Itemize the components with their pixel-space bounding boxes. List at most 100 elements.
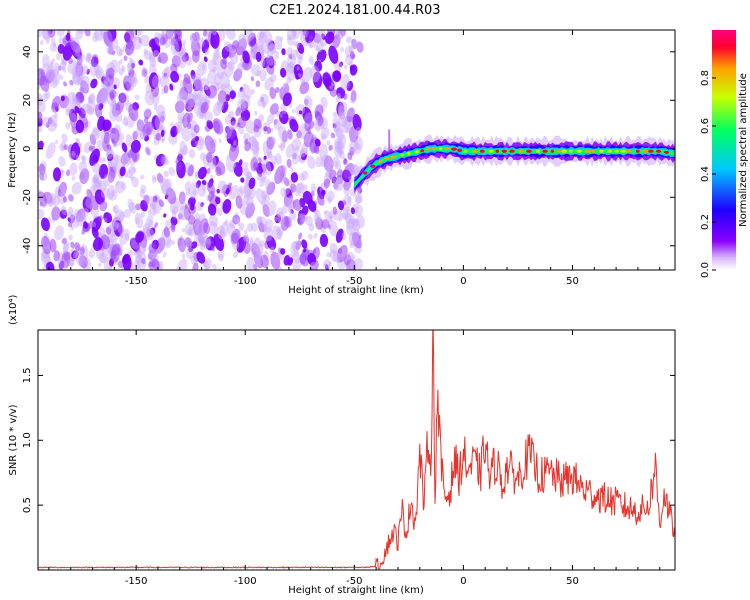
noise-speckle — [160, 134, 166, 142]
noise-speckle — [164, 66, 172, 79]
noise-speckle — [266, 200, 277, 217]
noise-speckle — [175, 124, 182, 134]
noise-speckle — [38, 30, 43, 38]
noise-speckle — [316, 193, 325, 206]
noise-speckle — [184, 237, 192, 248]
noise-speckle — [193, 76, 203, 89]
noise-speckle — [337, 112, 348, 127]
noise-speckle — [280, 103, 287, 115]
spectrogram-ticks: -150 -100 -50 0 50 -40 -20 0 20 40 — [22, 30, 675, 287]
noise-speckle — [148, 219, 154, 228]
noise-speckle — [83, 221, 89, 229]
noise-speckle — [122, 118, 129, 126]
noise-speckle — [320, 96, 328, 108]
noise-speckle — [266, 136, 275, 150]
noise-speckle — [94, 104, 103, 119]
noise-speckle — [48, 61, 54, 70]
ridge-hotspot — [626, 149, 632, 153]
noise-speckle — [192, 262, 199, 270]
noise-speckle — [65, 122, 71, 130]
noise-speckle — [209, 214, 219, 227]
noise-speckle — [274, 104, 279, 109]
noise-speckle — [197, 81, 203, 92]
noise-speckle — [186, 247, 195, 260]
noise-speckle — [184, 180, 191, 191]
noise-speckle — [243, 184, 251, 199]
noise-speckle — [114, 109, 120, 118]
noise-speckle — [314, 104, 324, 119]
noise-speckle — [98, 163, 109, 179]
noise-speckle — [177, 148, 184, 157]
noise-speckle — [216, 99, 222, 106]
noise-speckle — [207, 69, 217, 85]
noise-speckle — [118, 67, 125, 76]
noise-speckle — [130, 139, 141, 153]
noise-speckle — [53, 41, 57, 48]
noise-speckle — [286, 34, 292, 41]
noise-speckle — [59, 74, 64, 81]
noise-speckle — [119, 233, 124, 238]
noise-speckle — [336, 169, 343, 178]
ridge-hotspot — [472, 149, 478, 153]
noise-speckle — [266, 181, 276, 195]
noise-speckle — [207, 100, 211, 104]
noise-speckle — [245, 202, 255, 219]
noise-speckle — [245, 196, 254, 208]
noise-speckle — [312, 71, 323, 89]
noise-speckle — [176, 161, 182, 171]
noise-speckle — [206, 167, 211, 175]
ridge-hotspot — [420, 149, 425, 153]
noise-speckle — [281, 130, 288, 143]
noise-speckle — [243, 229, 248, 235]
noise-speckle — [197, 166, 208, 180]
noise-speckle — [268, 44, 277, 54]
noise-speckle — [272, 225, 282, 240]
noise-speckle — [123, 208, 131, 218]
noise-speckle — [188, 182, 199, 199]
noise-speckle — [279, 67, 287, 78]
noise-speckle — [39, 75, 50, 92]
noise-speckle — [241, 83, 252, 100]
noise-speckle — [351, 218, 361, 232]
noise-speckle — [171, 210, 177, 219]
ridge-mid — [354, 141, 675, 191]
noise-speckle — [185, 98, 195, 112]
noise-speckle — [76, 54, 84, 65]
noise-speckle — [229, 184, 239, 200]
noise-speckle — [346, 107, 355, 123]
noise-speckle — [194, 171, 198, 178]
noise-speckle — [341, 232, 347, 241]
noise-speckle — [206, 181, 216, 195]
noise-speckle — [178, 73, 182, 78]
noise-speckle — [220, 58, 227, 70]
noise-speckle — [125, 134, 134, 148]
noise-speckle — [259, 240, 265, 248]
colorbar-tick-label: 0.8 — [700, 70, 711, 86]
noise-speckle — [279, 112, 283, 118]
noise-speckle — [266, 43, 276, 58]
noise-speckle — [131, 176, 139, 188]
noise-speckle — [252, 161, 259, 171]
noise-speckle — [302, 106, 313, 124]
noise-speckle — [91, 162, 101, 174]
noise-speckle — [282, 83, 286, 89]
noise-speckle — [137, 30, 143, 36]
noise-speckle — [302, 190, 313, 205]
noise-speckle — [293, 64, 304, 79]
noise-speckle — [347, 196, 352, 203]
noise-speckle — [243, 168, 250, 176]
noise-speckle — [326, 252, 331, 258]
noise-speckle — [285, 188, 292, 199]
noise-speckle — [255, 80, 261, 88]
noise-speckle — [282, 165, 288, 174]
noise-speckle — [112, 50, 116, 56]
noise-speckle — [87, 94, 95, 105]
ridge-hotspot — [561, 149, 568, 153]
noise-speckle — [168, 167, 176, 176]
noise-speckle — [88, 92, 95, 102]
noise-speckle — [212, 66, 217, 73]
noise-speckle — [255, 51, 262, 62]
noise-speckle — [71, 176, 76, 181]
snr-frame — [37, 329, 676, 571]
